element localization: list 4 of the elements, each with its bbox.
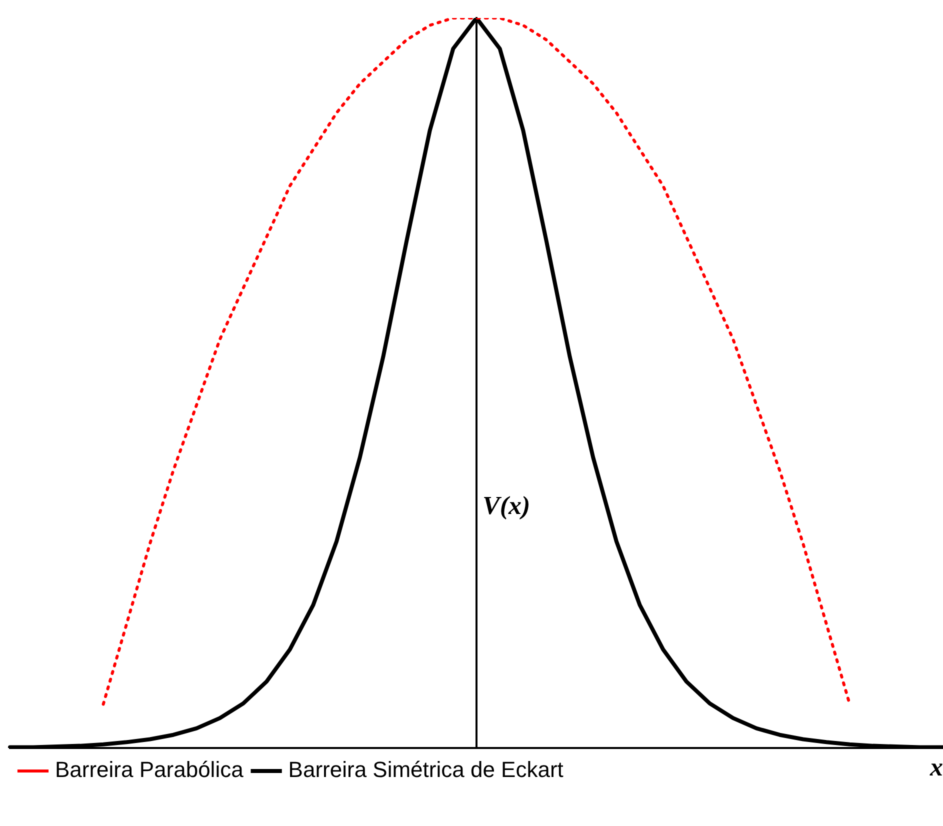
x-axis-title: x	[929, 752, 943, 782]
legend-label: Barreira Parabólica	[55, 757, 244, 782]
legend-label: Barreira Simétrica de Eckart	[288, 757, 564, 782]
y-axis-title: V(x)	[482, 490, 530, 520]
